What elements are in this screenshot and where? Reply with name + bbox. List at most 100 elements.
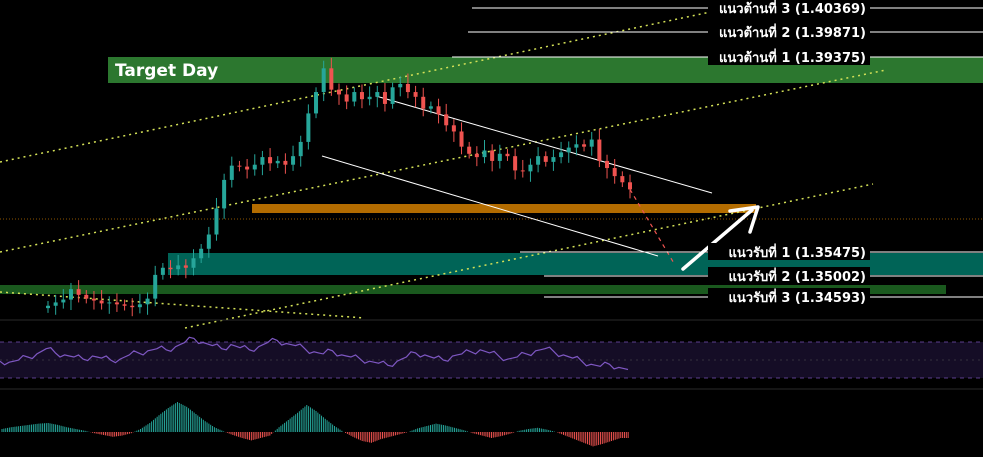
candle — [428, 101, 433, 114]
candle-body — [53, 302, 58, 306]
candle — [245, 159, 250, 179]
candle — [497, 144, 502, 169]
candle — [191, 249, 196, 276]
candle — [130, 298, 135, 317]
candle — [46, 301, 50, 313]
candle — [145, 292, 150, 315]
channel-lower-line — [321, 155, 659, 257]
candle-body — [91, 298, 96, 301]
candle — [359, 84, 364, 109]
candle — [451, 119, 456, 142]
indicators-layer — [0, 319, 983, 447]
candle — [268, 148, 273, 171]
candle — [329, 57, 334, 96]
candle-body — [566, 147, 571, 153]
candles-layer — [46, 57, 632, 317]
resistance-2-label: แนวต้านที่ 2 (1.39871) — [719, 23, 866, 41]
candle — [459, 122, 464, 155]
middle-trendline — [0, 69, 887, 253]
candle-body — [459, 131, 464, 147]
trendlines-layer — [0, 9, 983, 329]
candle — [206, 226, 211, 258]
support-3-label: แนวรับที่ 3 (1.34593) — [728, 288, 866, 306]
candle — [183, 259, 188, 279]
candle-body — [428, 106, 433, 109]
candle — [405, 73, 410, 99]
candle — [337, 83, 341, 105]
candle — [260, 150, 265, 176]
candle-body — [520, 170, 525, 172]
candle — [490, 144, 495, 172]
candle-body — [405, 83, 410, 93]
support-3-label-bg — [708, 288, 870, 305]
candle — [582, 139, 587, 152]
candle-body — [168, 267, 173, 270]
candle-body — [497, 153, 502, 161]
candle-body — [505, 153, 510, 157]
candle-body — [176, 265, 181, 270]
candle — [505, 149, 510, 161]
candle — [390, 82, 395, 109]
candle-body — [536, 156, 541, 165]
candle-body — [628, 182, 632, 190]
candle-body — [114, 302, 119, 305]
candle — [352, 87, 357, 107]
candle-body — [559, 152, 564, 158]
candle — [444, 103, 449, 132]
levels-layer: แนวต้านที่ 3 (1.40369) แนวต้านที่ 2 (1.39… — [452, 0, 983, 306]
candle-body — [413, 92, 418, 97]
candle-body — [84, 294, 89, 299]
candle — [214, 197, 219, 241]
candle-body — [107, 302, 112, 304]
candle-body — [206, 234, 211, 249]
candle — [551, 149, 556, 171]
candle-body — [352, 92, 357, 102]
target-arrow-head — [728, 205, 760, 234]
candle-body — [183, 265, 188, 268]
support-2-label: แนวรับที่ 2 (1.35002) — [728, 267, 866, 285]
candle-body — [467, 146, 472, 154]
candle-body — [382, 92, 387, 104]
candle — [597, 129, 602, 168]
upper-trendline — [0, 9, 721, 163]
candle — [559, 141, 564, 164]
candle — [467, 141, 472, 159]
support-1-label-bg — [708, 243, 870, 260]
candle-body — [199, 248, 204, 259]
candle — [229, 156, 234, 188]
candle-body — [145, 298, 150, 305]
candle-body — [137, 304, 142, 308]
candle-body — [620, 176, 625, 183]
candle-body — [605, 160, 610, 169]
candle-body — [291, 156, 296, 165]
candle-body — [260, 157, 265, 165]
candle-body — [314, 92, 319, 114]
candle — [367, 86, 372, 106]
candle — [176, 254, 181, 276]
candle — [382, 83, 387, 112]
candle — [61, 289, 66, 309]
candle — [137, 293, 142, 314]
candle — [628, 174, 632, 199]
candle-body — [490, 150, 495, 161]
candle — [321, 60, 326, 102]
candle — [84, 290, 89, 304]
candle — [474, 146, 479, 167]
candle — [199, 244, 204, 264]
candle — [306, 104, 311, 150]
candle-body — [99, 300, 104, 304]
candle — [122, 299, 127, 311]
candle-body — [229, 165, 234, 180]
candle — [398, 76, 403, 97]
candle — [222, 173, 227, 219]
candle — [114, 293, 119, 312]
target-day-label: Target Day — [115, 61, 218, 81]
candle-body — [421, 96, 426, 109]
candle — [536, 147, 541, 173]
support-2-label-bg — [708, 267, 870, 284]
support-zone-2 — [0, 285, 946, 294]
candle-body — [222, 179, 227, 209]
candle-body — [337, 89, 341, 95]
candle-body — [298, 141, 303, 157]
